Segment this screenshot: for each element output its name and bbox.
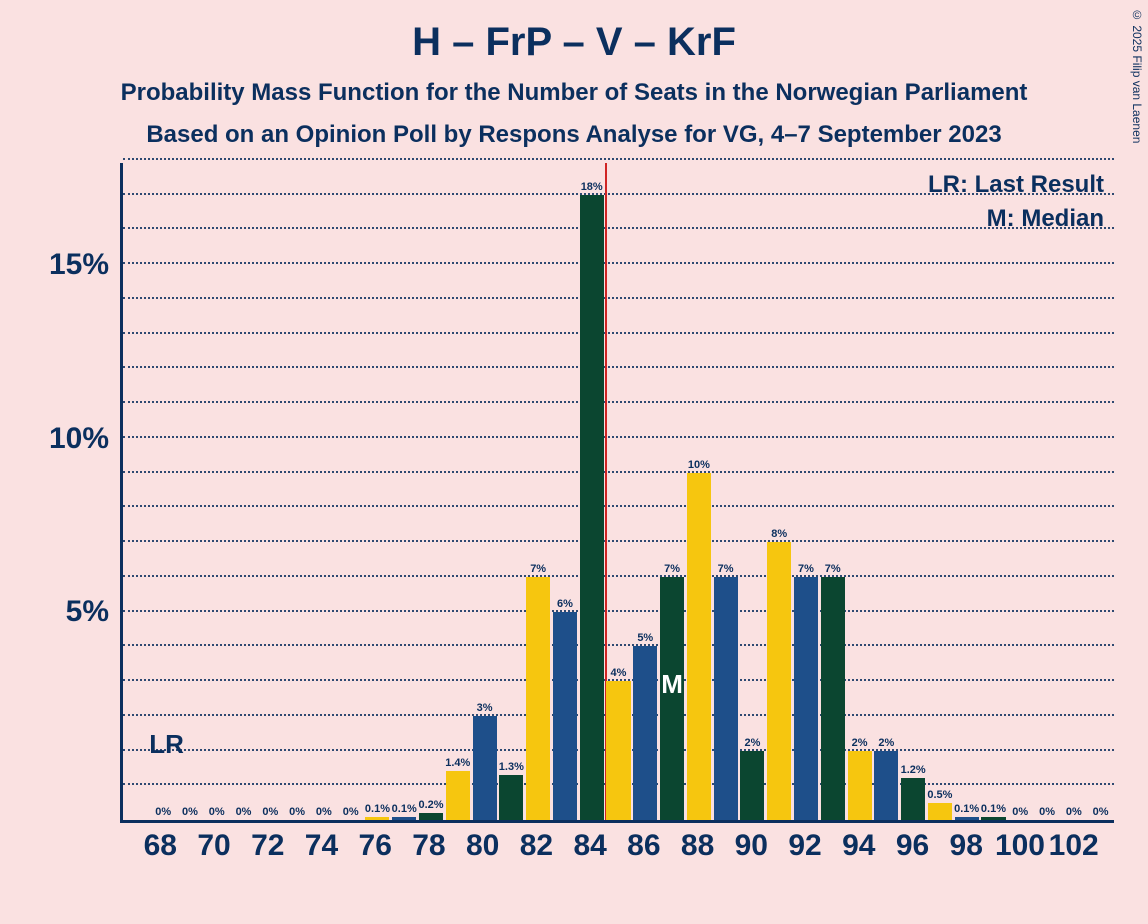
- bar: 1.3%: [499, 775, 523, 820]
- bar: 7%: [821, 577, 845, 820]
- bar-value-label: 6%: [557, 598, 573, 612]
- x-axis: 68 70 72 74 76 78 80 82 84 86 88 90 92 94 96 98 100102: [120, 823, 1114, 873]
- bar: 0.5%: [928, 803, 952, 820]
- bar-value-label: 0%: [262, 806, 278, 820]
- bar-value-label: 1.2%: [901, 764, 926, 778]
- x-axis-label: 88: [681, 829, 714, 863]
- bar-value-label: 0%: [1093, 806, 1109, 820]
- x-axis-label: 72: [251, 829, 284, 863]
- bar: 10%: [687, 473, 711, 820]
- chart-title: H – FrP – V – KrF: [0, 0, 1148, 65]
- bar-value-label: 7%: [718, 563, 734, 577]
- bar: 0.1%: [981, 817, 1005, 820]
- bar: 1.2%: [901, 778, 925, 820]
- x-axis-label: 76: [359, 829, 392, 863]
- bar-value-label: 0%: [155, 806, 171, 820]
- x-axis-label: 102: [1049, 829, 1099, 863]
- bar-value-label: 2%: [852, 737, 868, 751]
- median-marker: M: [661, 669, 683, 700]
- bar-value-label: 1.3%: [499, 761, 524, 775]
- x-axis-label: 82: [520, 829, 553, 863]
- bar-value-label: 0%: [1012, 806, 1028, 820]
- x-axis-label: 98: [950, 829, 983, 863]
- bar: 18%: [580, 195, 604, 820]
- bar: 5%: [633, 646, 657, 820]
- bar-value-label: 2%: [744, 737, 760, 751]
- bar-value-label: 0%: [343, 806, 359, 820]
- bar: 0.1%: [955, 817, 979, 820]
- bar-value-label: 1.4%: [445, 757, 470, 771]
- x-axis-label: 74: [305, 829, 338, 863]
- bar: 1.4%: [446, 771, 470, 820]
- bar-value-label: 0.1%: [392, 803, 417, 817]
- chart-subtitle-1: Probability Mass Function for the Number…: [0, 65, 1148, 107]
- bar-value-label: 2%: [878, 737, 894, 751]
- bar-value-label: 18%: [581, 181, 603, 195]
- bar-value-label: 0%: [1039, 806, 1055, 820]
- x-axis-label: 86: [627, 829, 660, 863]
- copyright-text: © 2025 Filip van Laenen: [1130, 8, 1144, 143]
- bar-value-label: 0.2%: [418, 799, 443, 813]
- chart-area: LR: Last Result M: Median 5%10%15%0%0%0%…: [120, 163, 1114, 873]
- x-axis-label: 78: [412, 829, 445, 863]
- bar-value-label: 3%: [477, 702, 493, 716]
- x-axis-label: 70: [197, 829, 230, 863]
- y-axis-label: 15%: [49, 248, 123, 282]
- chart-subtitle-2: Based on an Opinion Poll by Respons Anal…: [0, 107, 1148, 155]
- x-axis-label: 90: [735, 829, 768, 863]
- bar-value-label: 0%: [316, 806, 332, 820]
- x-axis-label: 80: [466, 829, 499, 863]
- x-axis-label: 94: [842, 829, 875, 863]
- bar-value-label: 0.1%: [954, 803, 979, 817]
- bar-value-label: 0%: [289, 806, 305, 820]
- bar-value-label: 0%: [182, 806, 198, 820]
- bar: 3%: [473, 716, 497, 820]
- x-axis-label: 68: [144, 829, 177, 863]
- x-axis-label: 84: [573, 829, 606, 863]
- bar-value-label: 0%: [1066, 806, 1082, 820]
- bar: 7%: [794, 577, 818, 820]
- bar: 7%: [526, 577, 550, 820]
- bar: 0.2%: [419, 813, 443, 820]
- bar: 2%: [874, 751, 898, 820]
- bar-value-label: 0%: [209, 806, 225, 820]
- bar-value-label: 8%: [771, 528, 787, 542]
- y-axis-label: 10%: [49, 422, 123, 456]
- bar-value-label: 4%: [611, 667, 627, 681]
- bar-value-label: 7%: [664, 563, 680, 577]
- bar-value-label: 5%: [637, 632, 653, 646]
- bar-value-label: 10%: [688, 459, 710, 473]
- bar-value-label: 7%: [825, 563, 841, 577]
- bars-container: 0%0%0%0%0%0%0%0%0.1%0.1%0.2%1.4%3%1.3%7%…: [123, 163, 1114, 820]
- bar-value-label: 0.5%: [927, 789, 952, 803]
- bar: 2%: [740, 751, 764, 820]
- bar: 7%: [714, 577, 738, 820]
- bar: 2%: [848, 751, 872, 820]
- bar: 6%: [553, 612, 577, 820]
- bar: 0.1%: [392, 817, 416, 820]
- bar: 4%: [606, 681, 630, 820]
- y-axis-label: 5%: [66, 595, 123, 629]
- lr-marker: LR: [149, 729, 184, 760]
- bar-value-label: 0.1%: [365, 803, 390, 817]
- x-axis-label: 96: [896, 829, 929, 863]
- bar: 8%: [767, 542, 791, 820]
- bar-value-label: 0.1%: [981, 803, 1006, 817]
- x-axis-label: 100: [995, 829, 1045, 863]
- plot-area: LR: Last Result M: Median 5%10%15%0%0%0%…: [120, 163, 1114, 823]
- bar-value-label: 7%: [530, 563, 546, 577]
- gridline: [123, 158, 1114, 160]
- bar-value-label: 0%: [236, 806, 252, 820]
- bar-value-label: 7%: [798, 563, 814, 577]
- x-axis-label: 92: [788, 829, 821, 863]
- bar: 0.1%: [365, 817, 389, 820]
